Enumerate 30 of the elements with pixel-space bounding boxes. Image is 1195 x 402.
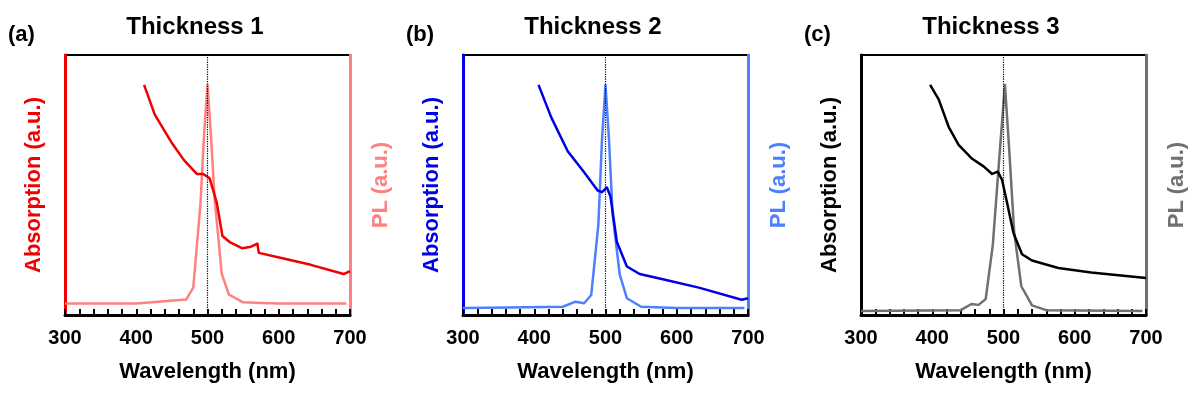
chart-title: Thickness 3 <box>922 11 1060 39</box>
y2-axis-title: PL (a.u.) <box>764 141 790 229</box>
x-tick-label: 300 <box>844 326 878 348</box>
x-tick-label: 600 <box>262 326 296 348</box>
chart-title: Thickness 1 <box>126 11 264 39</box>
x-tick-label: 300 <box>446 326 480 348</box>
y-axis-title: Absorption (a.u.) <box>815 97 841 273</box>
x-axis-title: Wavelength (nm) <box>119 357 296 383</box>
x-tick-label: 600 <box>1058 326 1092 348</box>
x-tick-label: 400 <box>517 326 551 348</box>
x-tick-label: 700 <box>731 326 765 348</box>
x-tick-label: 700 <box>1129 326 1163 348</box>
y2-axis-title: PL (a.u.) <box>366 141 392 229</box>
x-tick-label: 300 <box>48 326 82 348</box>
x-tick-label: 500 <box>588 326 623 348</box>
chart-title: Thickness 2 <box>524 11 662 39</box>
text: (b) <box>406 20 435 46</box>
y-axis-title: Absorption (a.u.) <box>19 97 45 273</box>
x-tick-label: 600 <box>660 326 694 348</box>
text: (c) <box>804 20 831 46</box>
x-axis-title: Wavelength (nm) <box>915 357 1092 383</box>
x-tick-label: 400 <box>119 326 153 348</box>
x-tick-label: 400 <box>915 326 949 348</box>
x-axis-title: Wavelength (nm) <box>517 357 694 383</box>
text: (a) <box>8 20 35 46</box>
y-axis-title: Absorption (a.u.) <box>417 97 443 273</box>
x-tick-label: 500 <box>986 326 1021 348</box>
x-tick-label: 700 <box>333 326 367 348</box>
x-tick-label: 500 <box>190 326 225 348</box>
y2-axis-title: PL (a.u.) <box>1162 141 1188 229</box>
